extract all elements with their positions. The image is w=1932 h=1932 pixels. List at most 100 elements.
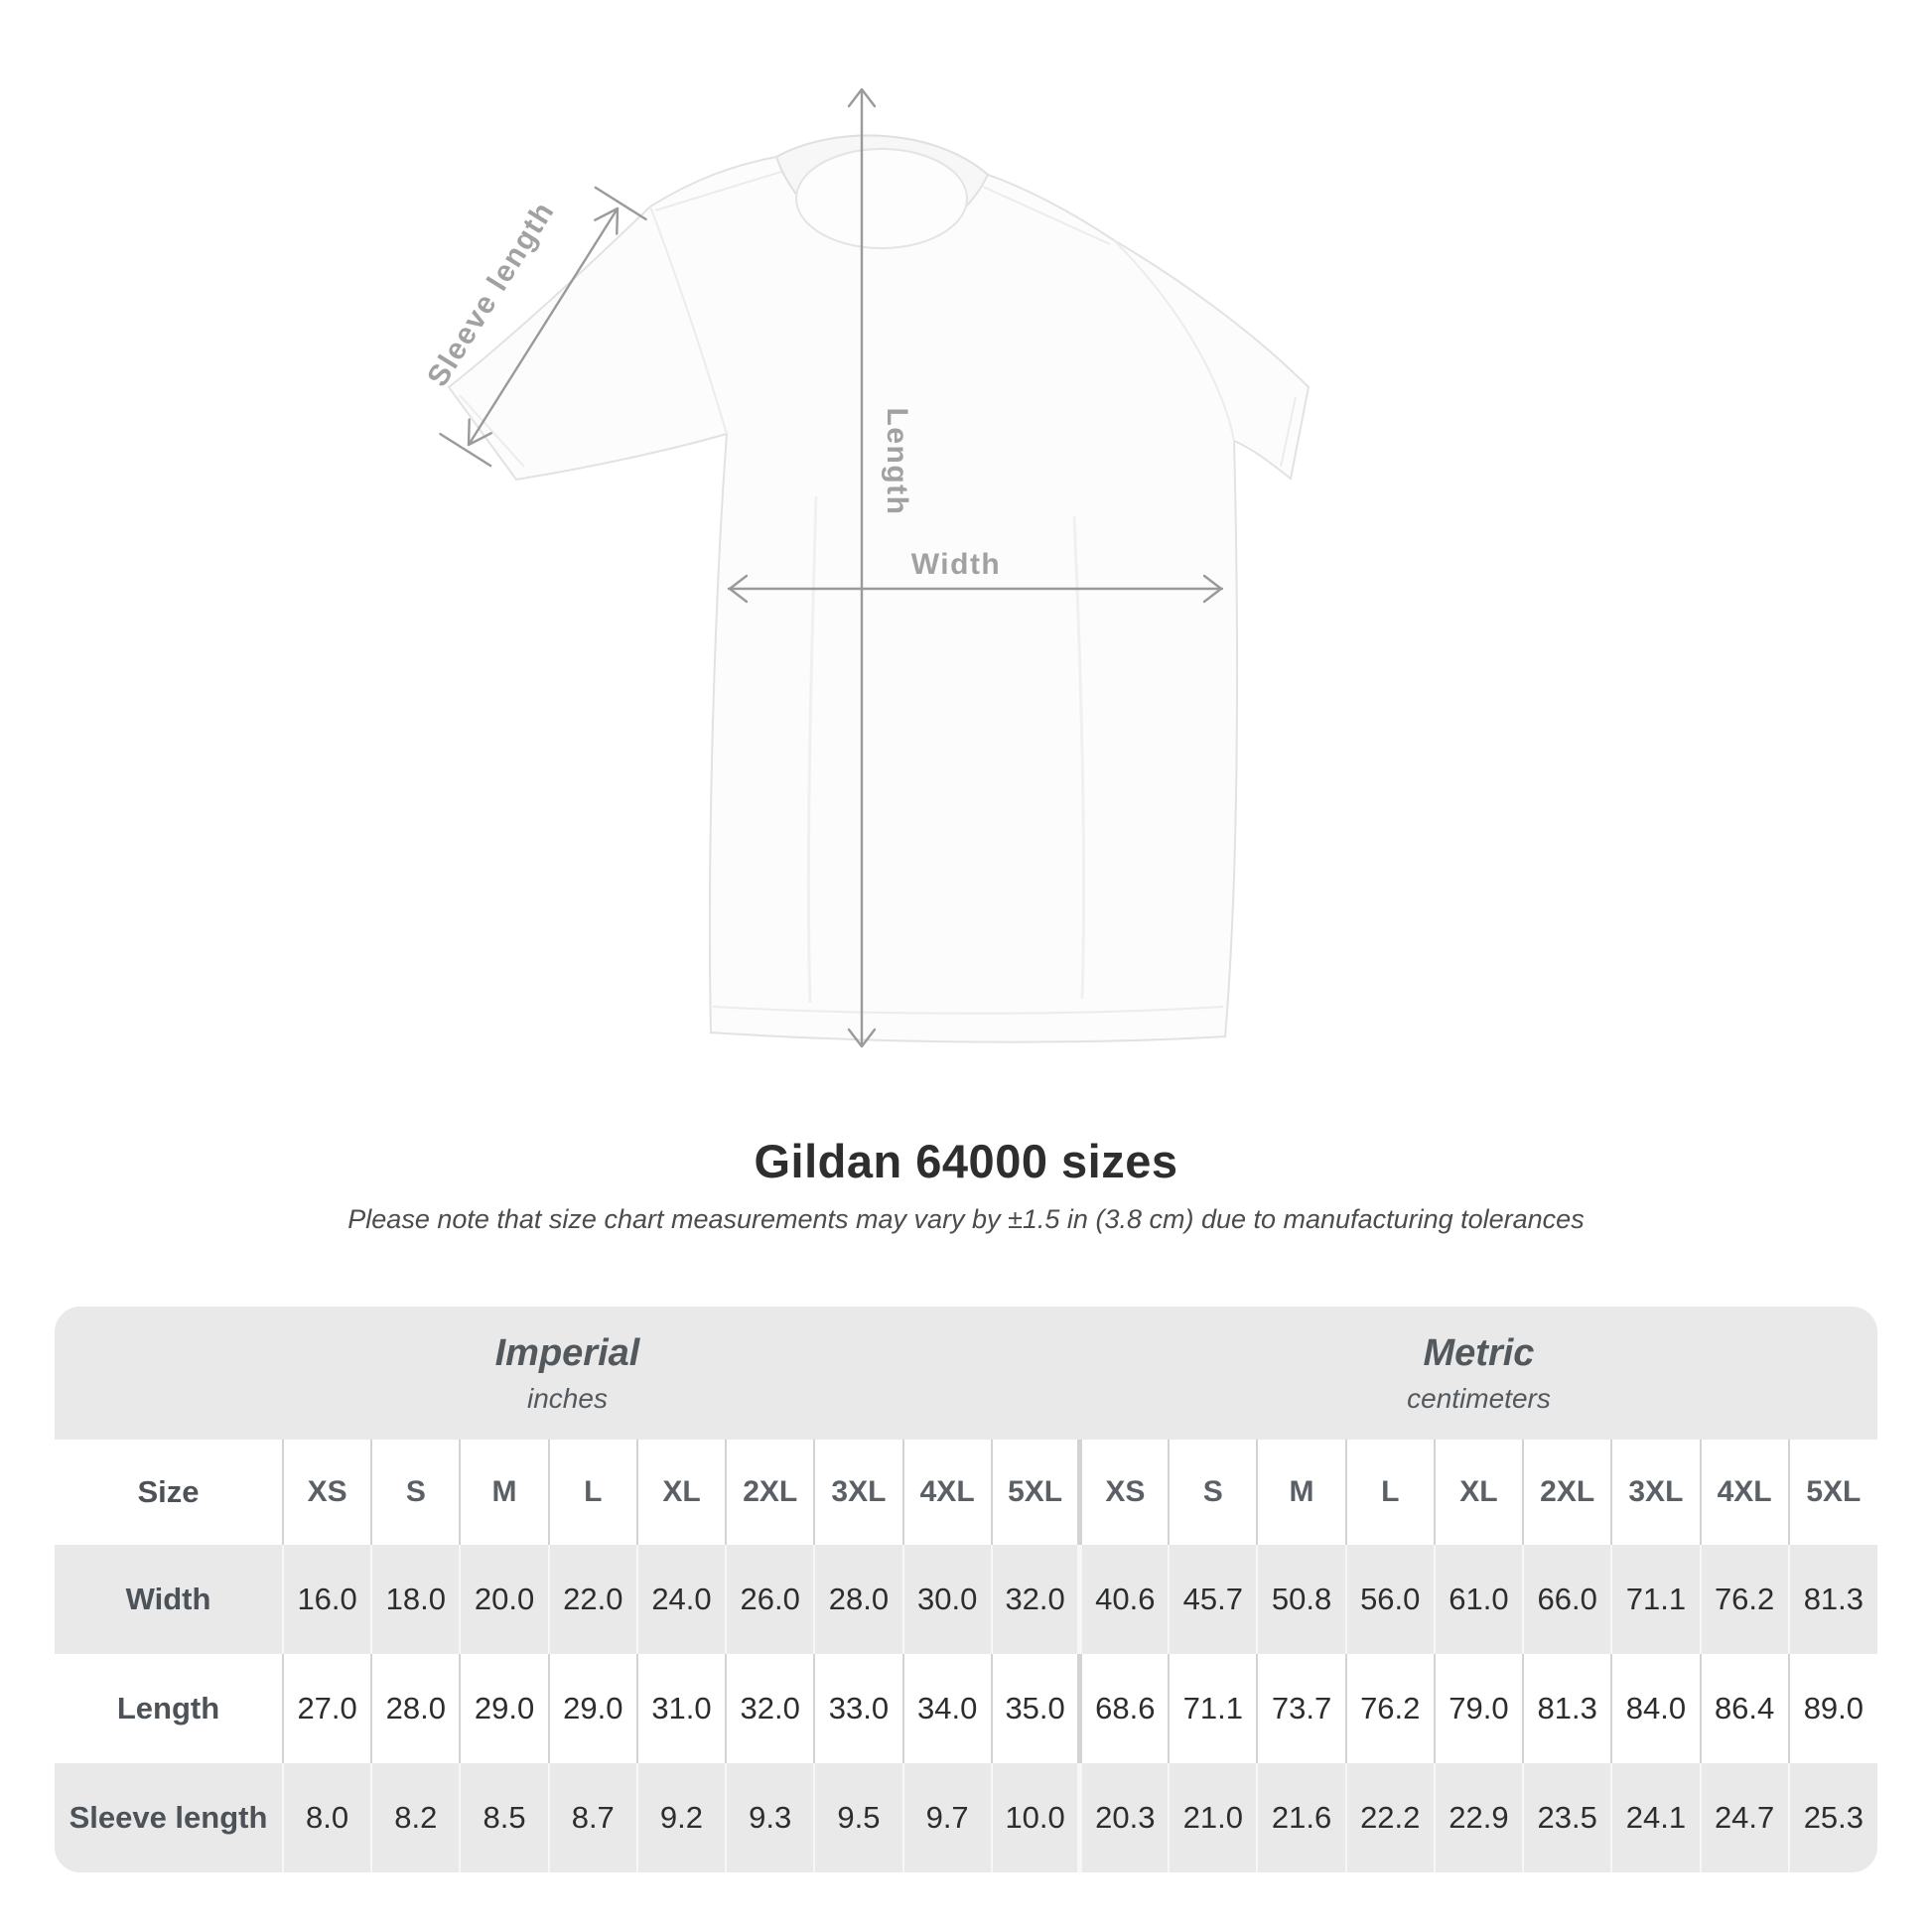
measurement-cell: 25.3 bbox=[1787, 1763, 1877, 1872]
size-col-header: 3XL bbox=[813, 1440, 903, 1545]
length-label: Length bbox=[881, 408, 913, 516]
measurement-cell: 9.2 bbox=[635, 1763, 727, 1872]
row-label: Width bbox=[55, 1545, 283, 1654]
size-col-header: XL bbox=[1433, 1440, 1524, 1545]
row-label: Sleeve length bbox=[55, 1763, 283, 1872]
bottom-hem bbox=[712, 1006, 1224, 1015]
row-label: Length bbox=[55, 1654, 283, 1763]
measurement-cell: 22.2 bbox=[1344, 1763, 1435, 1872]
measurement-cell: 66.0 bbox=[1522, 1545, 1612, 1654]
measurement-cell: 29.0 bbox=[547, 1654, 637, 1763]
measurement-cell: 84.0 bbox=[1610, 1654, 1701, 1763]
measurement-cell: 10.0 bbox=[990, 1763, 1080, 1872]
size-col-header: 4XL bbox=[901, 1440, 992, 1545]
size-col-header: 4XL bbox=[1699, 1440, 1789, 1545]
cuff-hem-left bbox=[459, 394, 525, 468]
imperial-group-unit: inches bbox=[527, 1382, 608, 1414]
measurement-cell: 16.0 bbox=[281, 1545, 372, 1654]
table-row-length: Length 27.0 28.0 29.0 29.0 31.0 32.0 33.0 34.0 3… bbox=[55, 1654, 1877, 1763]
measurement-cell: 20.0 bbox=[459, 1545, 549, 1654]
measurement-cell: 71.1 bbox=[1168, 1654, 1258, 1763]
table-row-width: Width 16.0 18.0 20.0 22.0 24.0 26.0 28.0 30.0 32… bbox=[55, 1545, 1877, 1654]
size-col-header: 5XL bbox=[1787, 1440, 1877, 1545]
end-tick bbox=[594, 186, 647, 221]
measurement-cell: 26.0 bbox=[725, 1545, 815, 1654]
measurement-cell: 61.0 bbox=[1433, 1545, 1524, 1654]
measurement-cell: 34.0 bbox=[901, 1654, 992, 1763]
heading-block: Gildan 64000 sizes Please note that size… bbox=[0, 1134, 1932, 1235]
size-table: Imperial inches Metric centimeters Size … bbox=[55, 1307, 1877, 1872]
size-col-header: S bbox=[370, 1440, 461, 1545]
size-col-header: 5XL bbox=[990, 1440, 1080, 1545]
collar-hole bbox=[795, 148, 968, 249]
shoulder-seam-left bbox=[654, 170, 785, 211]
measurement-cell: 9.5 bbox=[813, 1763, 903, 1872]
measurement-cell: 21.0 bbox=[1168, 1763, 1258, 1872]
measurement-cell: 81.3 bbox=[1787, 1545, 1877, 1654]
size-corner-label: Size bbox=[55, 1440, 283, 1545]
shoulder-seam-right bbox=[982, 186, 1111, 245]
size-header-row: Size XS S M L XL 2XL 3XL 4XL 5XL XS S M L XL 2XL 3XL 4XL… bbox=[55, 1440, 1877, 1545]
measurement-cell: 68.6 bbox=[1077, 1654, 1170, 1763]
tshirt-measurement-diagram: Length Width Sleeve length bbox=[421, 87, 1311, 1048]
cuff-hem-right bbox=[1280, 396, 1297, 468]
measurement-cell: 33.0 bbox=[813, 1654, 903, 1763]
metric-group-name: Metric bbox=[1423, 1331, 1535, 1374]
measurement-cell: 32.0 bbox=[725, 1654, 815, 1763]
measurement-cell: 24.1 bbox=[1610, 1763, 1701, 1872]
sleeve-length-arrow bbox=[439, 186, 647, 468]
measurement-cell: 81.3 bbox=[1522, 1654, 1612, 1763]
measurement-cell: 31.0 bbox=[635, 1654, 727, 1763]
width-arrow bbox=[727, 574, 1224, 604]
measurement-cell: 29.0 bbox=[459, 1654, 549, 1763]
measurement-cell: 50.8 bbox=[1256, 1545, 1346, 1654]
size-col-header: XS bbox=[281, 1440, 372, 1545]
measurement-cell: 79.0 bbox=[1433, 1654, 1524, 1763]
size-col-header: 2XL bbox=[1522, 1440, 1612, 1545]
measurement-cell: 28.0 bbox=[813, 1545, 903, 1654]
metric-group-unit: centimeters bbox=[1407, 1382, 1551, 1414]
imperial-group-name: Imperial bbox=[494, 1331, 640, 1374]
table-row-sleeve-length: Sleeve length 8.0 8.2 8.5 8.7 9.2 9.3 9.5 9.7 10… bbox=[55, 1763, 1877, 1872]
metric-group-header: Metric centimeters bbox=[1079, 1307, 1877, 1440]
measurement-cell: 8.7 bbox=[547, 1763, 637, 1872]
end-tick bbox=[439, 432, 492, 468]
measurement-cell: 35.0 bbox=[990, 1654, 1080, 1763]
measurement-cell: 40.6 bbox=[1077, 1545, 1170, 1654]
measurement-cell: 8.0 bbox=[281, 1763, 372, 1872]
armhole-seam-right bbox=[1113, 239, 1235, 442]
size-col-header: M bbox=[1256, 1440, 1346, 1545]
measurement-cell: 71.1 bbox=[1610, 1545, 1701, 1654]
width-label: Width bbox=[911, 548, 1002, 581]
fold-line bbox=[806, 495, 818, 1004]
measurement-cell: 76.2 bbox=[1699, 1545, 1789, 1654]
measurement-cell: 56.0 bbox=[1344, 1545, 1435, 1654]
measurement-cell: 45.7 bbox=[1168, 1545, 1258, 1654]
measurement-cell: 24.0 bbox=[635, 1545, 727, 1654]
page-subtitle: Please note that size chart measurements… bbox=[347, 1204, 1585, 1234]
size-table-grid: Imperial inches Metric centimeters Size … bbox=[55, 1307, 1877, 1872]
measurement-cell: 8.5 bbox=[459, 1763, 549, 1872]
size-col-header: L bbox=[547, 1440, 637, 1545]
measurement-cell: 9.3 bbox=[725, 1763, 815, 1872]
armhole-seam-left bbox=[649, 206, 728, 435]
size-col-header: XS bbox=[1077, 1440, 1170, 1545]
measurement-cell: 24.7 bbox=[1699, 1763, 1789, 1872]
measurement-cell: 27.0 bbox=[281, 1654, 372, 1763]
fold-line bbox=[1072, 515, 1086, 1000]
size-col-header: M bbox=[459, 1440, 549, 1545]
size-col-header: XL bbox=[635, 1440, 727, 1545]
measurement-cell: 22.0 bbox=[547, 1545, 637, 1654]
page-title: Gildan 64000 sizes bbox=[754, 1135, 1178, 1187]
measurement-cell: 18.0 bbox=[370, 1545, 461, 1654]
measurement-cell: 21.6 bbox=[1256, 1763, 1346, 1872]
measurement-cell: 73.7 bbox=[1256, 1654, 1346, 1763]
measurement-cell: 8.2 bbox=[370, 1763, 461, 1872]
measurement-cell: 86.4 bbox=[1699, 1654, 1789, 1763]
measurement-cell: 20.3 bbox=[1077, 1763, 1170, 1872]
measurement-cell: 76.2 bbox=[1344, 1654, 1435, 1763]
size-col-header: 2XL bbox=[725, 1440, 815, 1545]
measurement-cell: 32.0 bbox=[990, 1545, 1080, 1654]
unit-header-row: Imperial inches Metric centimeters bbox=[55, 1307, 1877, 1440]
